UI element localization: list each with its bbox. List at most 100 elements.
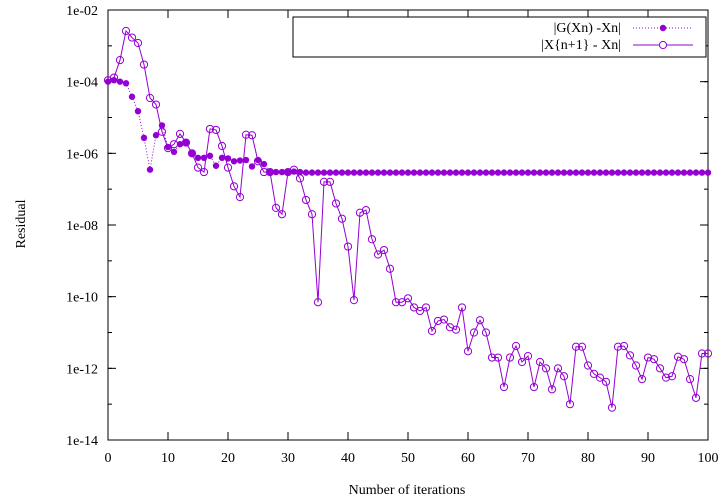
data-point-x [187,149,197,158]
data-point-x [421,303,431,312]
data-point-x [577,342,587,351]
data-point-x [607,403,617,412]
data-point-x [157,127,167,136]
data-point-x [265,167,275,177]
data-point-g [668,169,676,176]
data-point-x [349,296,359,305]
data-point-x [205,124,215,134]
data-point-x [373,250,383,259]
y-tick-label: 1e-14 [66,434,98,449]
data-point-g [128,93,136,100]
data-point-x [601,377,611,386]
data-point-x [595,373,605,382]
data-point-x [139,60,149,69]
axes: 0 10 20 30 40 50 60 70 80 90 100 1e-14 1e-12 1e-10 1e-… [66,4,718,466]
data-point-g [698,169,706,176]
data-point-g [686,169,694,176]
data-point-x [487,353,497,362]
data-point-g [458,169,466,176]
data-point-x [679,355,689,364]
data-point-x [439,315,449,324]
data-point-x [631,361,641,370]
data-point-g [296,168,304,176]
x-tick-label: 70 [521,451,535,466]
data-point-g [434,169,442,176]
y-tick-label: 1e-12 [66,362,98,377]
data-point-g [476,169,484,176]
data-point-x [211,125,221,135]
plot-frame [107,9,709,441]
series-x-n-plus-1-minus-xn [103,26,713,412]
data-point-g [152,132,160,139]
data-point-g [626,169,634,176]
data-point-x [163,143,173,153]
x-tick-label: 0 [105,451,112,466]
legend-marker-g [659,24,667,32]
data-point-g [428,169,436,176]
data-point-x [391,298,401,307]
data-point-x [337,214,347,223]
data-point-g [566,169,574,176]
data-point-g [206,152,214,160]
data-point-g [470,169,478,176]
data-point-x [319,177,329,186]
data-point-g [554,169,562,176]
data-point-g [260,160,268,168]
data-point-x [499,382,509,392]
data-point-g [374,169,382,176]
data-point-x [325,177,335,186]
data-point-g [422,169,430,176]
data-point-x [433,316,443,326]
data-point-g [590,169,598,176]
data-point-g [572,169,580,176]
data-point-x [667,372,677,381]
data-point-x [409,303,419,312]
data-point-g [230,158,238,165]
data-point-x [109,73,119,82]
data-point-x [241,130,251,139]
data-point-x [547,385,557,394]
data-point-g [170,148,178,156]
data-point-x [451,325,461,334]
data-point-g [656,169,664,176]
data-point-g [662,169,670,176]
data-point-x [175,129,185,138]
data-point-x [307,210,317,219]
data-point-x [379,245,389,255]
data-point-x [535,357,545,367]
data-point-x [223,163,233,172]
data-point-x [613,342,623,351]
data-point-g [608,169,616,176]
data-point-g [452,169,460,176]
y-tick-label: 1e-06 [66,147,98,162]
data-point-g [638,169,646,176]
data-point-x [331,199,341,208]
data-point-x [697,349,707,358]
data-point-g [362,169,370,176]
series-g-xn-minus-xn [104,76,712,176]
data-point-g [248,163,256,170]
data-point-g [386,169,394,176]
data-point-x [691,393,701,402]
data-point-g [392,169,400,176]
data-point-g [578,169,586,176]
data-point-x [277,210,287,219]
data-point-g [302,169,310,176]
data-point-x [523,351,533,361]
data-point-g [500,169,508,176]
data-point-x [505,353,515,362]
data-point-x [703,349,713,358]
data-point-x [199,167,209,177]
data-point-g [380,169,388,176]
x-tick-label: 40 [341,451,355,466]
data-point-x [403,294,413,303]
data-point-g [278,168,286,176]
data-point-g [122,80,130,87]
data-point-g [674,169,682,176]
data-point-x [133,38,143,48]
legend: |G(Xn) -Xn| |X{n+1} - Xn| [292,16,707,58]
data-point-x [295,174,305,183]
data-point-x [169,140,179,149]
data-point-g [134,107,142,115]
